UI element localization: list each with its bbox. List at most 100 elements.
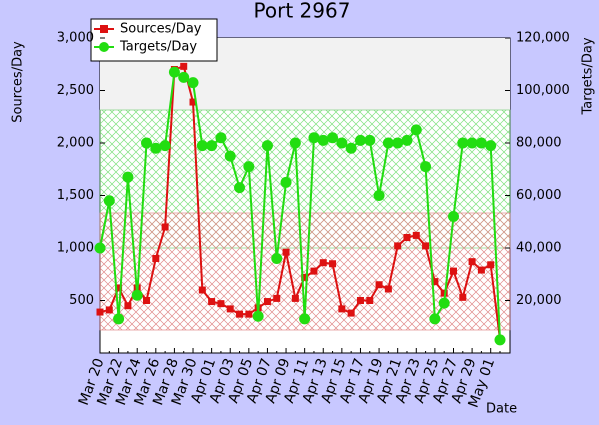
point — [189, 98, 197, 106]
point — [429, 313, 441, 325]
point — [94, 242, 106, 254]
point — [384, 285, 392, 293]
point — [457, 137, 469, 149]
point — [410, 124, 422, 136]
point — [282, 248, 290, 256]
point — [354, 134, 366, 146]
point — [122, 171, 134, 183]
y2-tick-label: 20,000 — [516, 293, 562, 308]
y-tick-label: 2,500 — [57, 83, 94, 98]
point — [347, 309, 355, 317]
legend: Sources/Day Targets/Day — [90, 18, 218, 62]
point — [187, 77, 199, 89]
point — [263, 298, 271, 306]
point — [280, 176, 292, 188]
legend-box — [90, 18, 218, 62]
point — [143, 297, 151, 304]
point — [152, 255, 160, 262]
point — [178, 71, 190, 83]
legend-marker — [99, 42, 109, 52]
point — [319, 259, 327, 267]
y2-tick-label: 60,000 — [516, 188, 562, 203]
y-axis-label: Sources/Day — [11, 41, 26, 123]
point — [392, 137, 404, 149]
point — [394, 242, 402, 250]
point — [198, 286, 206, 294]
y2-tick-label: 40,000 — [516, 241, 562, 256]
point — [301, 273, 309, 281]
point — [403, 234, 411, 241]
point — [245, 310, 253, 318]
y-tick-label: 3,000 — [57, 31, 94, 46]
point — [356, 297, 364, 304]
point — [373, 190, 385, 201]
y2-tick-label: 100,000 — [516, 83, 570, 98]
point — [366, 297, 374, 304]
point — [124, 302, 132, 310]
point — [420, 161, 432, 173]
point — [131, 289, 143, 301]
point — [475, 137, 487, 149]
point — [243, 161, 255, 173]
point — [447, 211, 459, 222]
point — [141, 137, 153, 149]
point — [273, 294, 281, 302]
point — [196, 140, 208, 152]
point — [468, 258, 476, 266]
point — [449, 267, 457, 275]
y-tick-label: 500 — [69, 293, 94, 308]
point — [487, 261, 495, 269]
point — [208, 298, 216, 306]
point — [299, 313, 311, 325]
point — [317, 134, 329, 146]
point — [345, 142, 357, 154]
point — [96, 308, 104, 316]
point — [412, 231, 420, 239]
point — [105, 306, 113, 314]
point — [401, 134, 413, 146]
point — [375, 281, 383, 289]
series-line — [99, 70, 501, 340]
point — [364, 134, 376, 146]
point — [215, 132, 227, 144]
point — [217, 300, 225, 308]
y2-tick-label: 120,000 — [516, 31, 570, 46]
point — [271, 253, 283, 264]
y2-tick-label: 80,000 — [516, 136, 562, 151]
point — [422, 242, 430, 250]
point — [466, 137, 478, 149]
point — [161, 223, 169, 231]
point — [234, 182, 246, 194]
point — [252, 310, 264, 322]
point — [236, 310, 244, 318]
point — [440, 289, 448, 297]
legend-label: Targets/Day — [119, 40, 197, 55]
point — [494, 334, 506, 346]
point — [206, 140, 218, 152]
point — [310, 267, 318, 275]
point — [261, 140, 273, 152]
point — [289, 137, 301, 149]
y-tick-label: 1,500 — [57, 188, 94, 203]
point — [150, 142, 162, 154]
point — [180, 62, 188, 70]
point — [382, 137, 394, 149]
point — [338, 305, 346, 313]
point — [308, 132, 320, 144]
point — [226, 305, 234, 313]
point — [438, 297, 450, 309]
point — [485, 140, 497, 152]
point — [113, 313, 125, 325]
legend-marker — [100, 25, 108, 33]
series-line — [99, 65, 501, 340]
y2-axis-label: Targets/Day — [581, 37, 596, 115]
point — [103, 195, 115, 207]
chart-title: Port 2967 — [254, 0, 351, 23]
point — [336, 137, 348, 149]
point — [329, 260, 337, 268]
point — [224, 150, 236, 162]
legend-label: Sources/Day — [120, 22, 202, 37]
point — [459, 293, 467, 301]
point — [291, 294, 299, 302]
